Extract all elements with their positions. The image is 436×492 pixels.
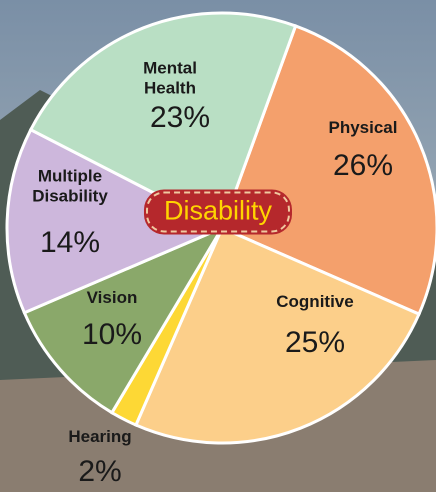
pie	[5, 11, 436, 445]
value-label: 26%	[332, 148, 394, 182]
value-label: 10%	[81, 317, 143, 351]
value-label: 2%	[78, 454, 122, 488]
category-label: Cognitive	[276, 292, 354, 312]
category-label: Vision	[86, 288, 138, 308]
category-label: Mental Health	[143, 58, 197, 97]
pie-slice	[220, 24, 436, 317]
pie-slice	[5, 127, 226, 315]
category-label: Hearing	[68, 427, 132, 447]
pie-slice	[22, 224, 226, 415]
value-label: 25%	[284, 325, 346, 359]
category-label: Physical	[328, 118, 398, 138]
pie-slice	[133, 226, 421, 445]
category-label: Multiple Disability	[32, 166, 108, 205]
value-label: 14%	[39, 225, 101, 259]
center-label: Disability	[145, 191, 291, 233]
pie-slice	[28, 11, 298, 231]
value-label: 23%	[149, 100, 211, 134]
